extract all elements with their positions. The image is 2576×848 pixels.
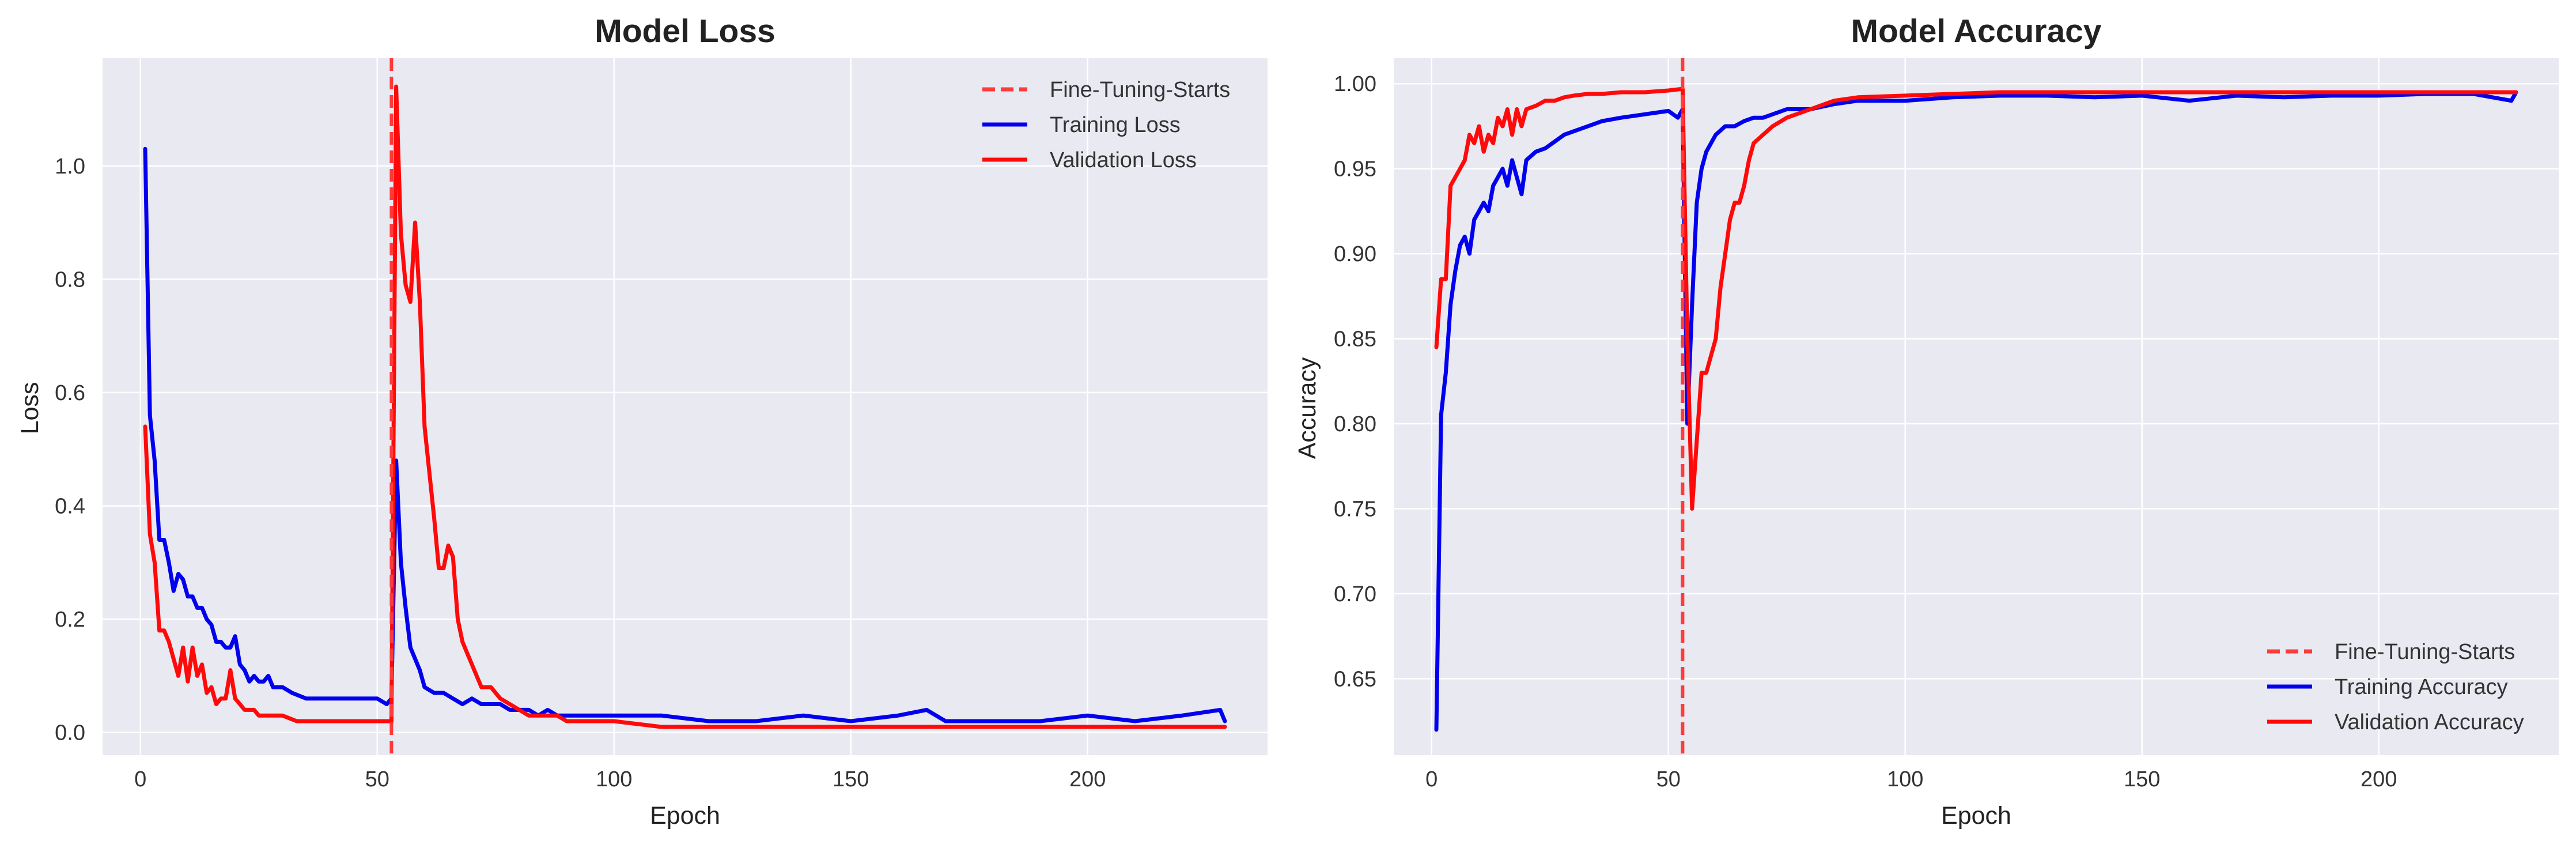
- loss-xtick-label: 200: [1069, 767, 1106, 792]
- accuracy-ytick-label: 1.00: [1334, 72, 1376, 96]
- loss-series-line-training: [143, 146, 1227, 723]
- loss-ytick-label: 0.2: [55, 608, 85, 632]
- accuracy-chart-title: Model Accuracy: [1851, 13, 2101, 50]
- loss-xtick-label: 150: [833, 767, 869, 792]
- accuracy-xtick-label: 150: [2124, 767, 2160, 792]
- accuracy-plot-area: [1394, 58, 2559, 755]
- loss-xtick-label: 0: [134, 767, 146, 792]
- loss-gridlines: [103, 58, 1268, 755]
- accuracy-ytick-label: 0.75: [1334, 497, 1376, 521]
- accuracy-legend-label: Validation Accuracy: [2335, 710, 2524, 734]
- loss-plot-lines: [143, 58, 1227, 755]
- accuracy-xticks: 0 50 100 150 200: [1425, 767, 2397, 792]
- loss-legend-label: Validation Loss: [1050, 148, 1197, 172]
- loss-legend-label: Fine-Tuning-Starts: [1050, 78, 1230, 102]
- accuracy-ytick-label: 0.90: [1334, 242, 1376, 266]
- loss-chart-title: Model Loss: [595, 13, 776, 50]
- loss-xtick-label: 50: [365, 767, 389, 792]
- loss-ytick-label: 0.0: [55, 721, 85, 745]
- loss-ytick-label: 1.0: [55, 154, 85, 179]
- accuracy-xtick-label: 0: [1425, 767, 1438, 792]
- accuracy-chart-ylabel: Accuracy: [1293, 357, 1321, 459]
- accuracy-series-line-validation: [1434, 86, 2518, 511]
- accuracy-chart: Model Accuracy Epoch Accuracy 0 50 100 150 2…: [1293, 13, 2559, 830]
- loss-ytick-label: 0.6: [55, 381, 85, 405]
- loss-chart-ylabel: Loss: [16, 382, 44, 435]
- accuracy-legend: Fine-Tuning-Starts Training Accuracy Valid…: [2267, 640, 2524, 734]
- loss-legend-label: Training Loss: [1050, 113, 1181, 137]
- loss-ytick-label: 0.8: [55, 267, 85, 292]
- loss-yticks: 0.0 0.2 0.4 0.6 0.8 1.0: [55, 154, 85, 745]
- accuracy-gridlines: [1394, 58, 2559, 755]
- accuracy-ytick-label: 0.80: [1334, 412, 1376, 436]
- loss-plot-area: [103, 58, 1268, 755]
- accuracy-legend-label: Fine-Tuning-Starts: [2335, 640, 2515, 664]
- loss-xtick-label: 100: [596, 767, 632, 792]
- accuracy-legend-label: Training Accuracy: [2335, 675, 2508, 699]
- loss-xticks: 0 50 100 150 200: [134, 767, 1106, 792]
- accuracy-ytick-label: 0.70: [1334, 582, 1376, 606]
- loss-series-line-validation: [143, 84, 1227, 729]
- accuracy-chart-xlabel: Epoch: [1941, 802, 2011, 830]
- accuracy-ytick-label: 0.95: [1334, 157, 1376, 182]
- accuracy-plot-lines: [1434, 58, 2518, 755]
- accuracy-xtick-label: 50: [1656, 767, 1681, 792]
- accuracy-xtick-label: 100: [1887, 767, 1923, 792]
- loss-chart-xlabel: Epoch: [650, 802, 720, 830]
- loss-ytick-label: 0.4: [55, 495, 85, 519]
- accuracy-ytick-label: 0.65: [1334, 667, 1376, 691]
- accuracy-xtick-label: 200: [2361, 767, 2397, 792]
- accuracy-yticks: 0.65 0.70 0.75 0.80 0.85 0.90 0.95 1.00: [1334, 72, 1376, 691]
- loss-legend: Fine-Tuning-Starts Training Loss Validatio…: [982, 78, 1230, 172]
- accuracy-series-line-training: [1434, 90, 2518, 732]
- loss-chart: Model Loss Epoch Loss 0 50 100 150 200 0.00.…: [16, 13, 1268, 830]
- accuracy-ytick-label: 0.85: [1334, 327, 1376, 352]
